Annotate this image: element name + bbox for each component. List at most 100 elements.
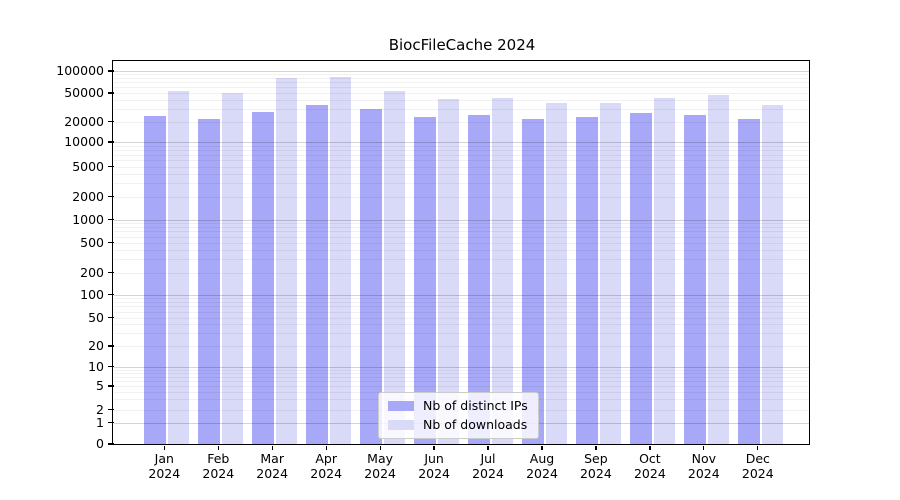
x-tick-label-year: 2024: [310, 466, 343, 481]
x-tick-label-jan: Jan 2024: [134, 451, 194, 481]
minor-gridline-80: [113, 301, 810, 303]
x-tick-jul: [487, 445, 489, 450]
y-tick-label-2: 2: [96, 401, 104, 417]
major-gridline-100: [113, 294, 810, 296]
minor-gridline-60: [113, 311, 810, 313]
major-gridline-10000: [113, 142, 810, 143]
x-tick-jun: [433, 445, 435, 450]
plot-area: [113, 61, 810, 444]
minor-gridline-200: [113, 272, 810, 274]
minor-gridline-50000: [113, 93, 810, 94]
minor-gridline-90: [113, 298, 810, 299]
minor-gridline-300: [113, 259, 810, 261]
bar-distinct-ips-mar: [252, 111, 275, 444]
major-gridline-100000: [113, 71, 810, 72]
x-tick-label-year: 2024: [579, 466, 612, 481]
x-tick-label-nov: Nov 2024: [674, 451, 734, 481]
x-tick-dec: [757, 445, 759, 450]
y-tick-label-10000: 10000: [64, 134, 104, 149]
y-tick-label-50: 50: [88, 309, 104, 325]
y-tick-label-500: 500: [80, 234, 104, 250]
x-tick-label-year: 2024: [687, 466, 720, 481]
x-tick-apr: [325, 445, 327, 450]
minor-gridline-8: [113, 372, 810, 374]
x-tick-label-jul: Jul 2024: [458, 451, 518, 481]
legend: Nb of distinct IPs Nb of downloads: [378, 392, 539, 439]
y-tick-label-100000: 100000: [56, 63, 104, 78]
x-tick-label-month: Jan: [154, 451, 174, 466]
x-tick-label-month: Sep: [584, 451, 608, 466]
x-tick-label-month: Feb: [207, 451, 230, 466]
minor-gridline-9000: [113, 145, 810, 147]
minor-gridline-60000: [113, 87, 810, 89]
x-tick-label-jun: Jun 2024: [404, 451, 464, 481]
minor-gridline-50: [113, 317, 810, 319]
minor-gridline-400: [113, 249, 810, 251]
x-tick-label-month: Mar: [260, 451, 284, 466]
minor-gridline-30000: [113, 108, 810, 110]
major-gridline-10: [113, 366, 810, 368]
x-tick-jan: [163, 445, 165, 450]
minor-gridline-700: [113, 231, 810, 233]
minor-gridline-5: [113, 386, 810, 387]
bar-distinct-ips-aug: [522, 118, 544, 444]
x-tick-label-mar: Mar 2024: [242, 451, 302, 481]
y-tick-label-5: 5: [96, 378, 104, 393]
minor-gridline-70: [113, 306, 810, 308]
x-tick-label-year: 2024: [526, 466, 558, 481]
legend-swatch-downloads: [388, 420, 414, 430]
minor-gridline-6: [113, 380, 810, 382]
x-tick-label-month: May: [367, 451, 394, 466]
bar-distinct-ips-oct: [629, 113, 652, 444]
y-tick-label-20000: 20000: [64, 113, 104, 129]
legend-label-downloads: Nb of downloads: [423, 417, 528, 432]
bar-downloads-nov: [707, 94, 729, 444]
x-tick-label-year: 2024: [418, 466, 450, 481]
x-tick-label-month: Jul: [480, 451, 496, 466]
minor-gridline-600: [113, 236, 810, 238]
x-tick-label-may: May 2024: [350, 451, 410, 481]
legend-swatch-distinct-ips: [388, 401, 414, 411]
bar-downloads-feb: [222, 93, 244, 444]
bar-downloads-may: [384, 91, 406, 444]
minor-gridline-80000: [113, 78, 810, 80]
y-tick-label-10: 10: [88, 358, 104, 374]
minor-gridline-20000: [113, 121, 810, 123]
bar-distinct-ips-sep: [575, 117, 598, 444]
minor-gridline-500: [113, 242, 810, 244]
bar-downloads-jun: [438, 99, 460, 444]
x-tick-label-year: 2024: [202, 466, 235, 481]
bar-distinct-ips-jul: [468, 114, 490, 444]
x-tick-label-year: 2024: [148, 466, 181, 481]
minor-gridline-40000: [113, 99, 810, 101]
bar-downloads-sep: [599, 102, 621, 444]
minor-gridline-8000: [113, 149, 810, 151]
minor-gridline-40: [113, 324, 810, 326]
x-tick-mar: [271, 445, 273, 450]
y-tick-label-2000: 2000: [72, 188, 104, 204]
x-tick-label-month: Jun: [424, 451, 444, 466]
x-tick-may: [379, 445, 381, 450]
x-tick-label-year: 2024: [472, 466, 504, 481]
legend-label-distinct-ips: Nb of distinct IPs: [423, 398, 528, 413]
x-tick-label-sep: Sep 2024: [566, 451, 626, 481]
y-tick-label-50000: 50000: [64, 85, 104, 100]
bar-distinct-ips-jan: [144, 115, 167, 444]
x-tick-label-aug: Aug 2024: [512, 451, 572, 481]
minor-gridline-7: [113, 376, 810, 378]
minor-gridline-5000: [113, 166, 810, 168]
bar-distinct-ips-jun: [414, 116, 437, 444]
bar-downloads-apr: [330, 76, 352, 444]
x-tick-nov: [703, 445, 705, 450]
x-tick-sep: [595, 445, 597, 450]
bar-distinct-ips-apr: [306, 105, 329, 444]
y-tick-label-0: 0: [96, 436, 104, 451]
bar-downloads-mar: [276, 78, 298, 444]
minor-gridline-2000: [113, 196, 810, 198]
x-tick-label-year: 2024: [256, 466, 289, 481]
bar-downloads-jul: [492, 98, 513, 444]
x-tick-label-month: Nov: [691, 451, 716, 466]
bar-downloads-jan: [168, 91, 190, 444]
chart-title: BiocFileCache 2024: [388, 36, 536, 54]
x-tick-label-year: 2024: [364, 466, 396, 481]
